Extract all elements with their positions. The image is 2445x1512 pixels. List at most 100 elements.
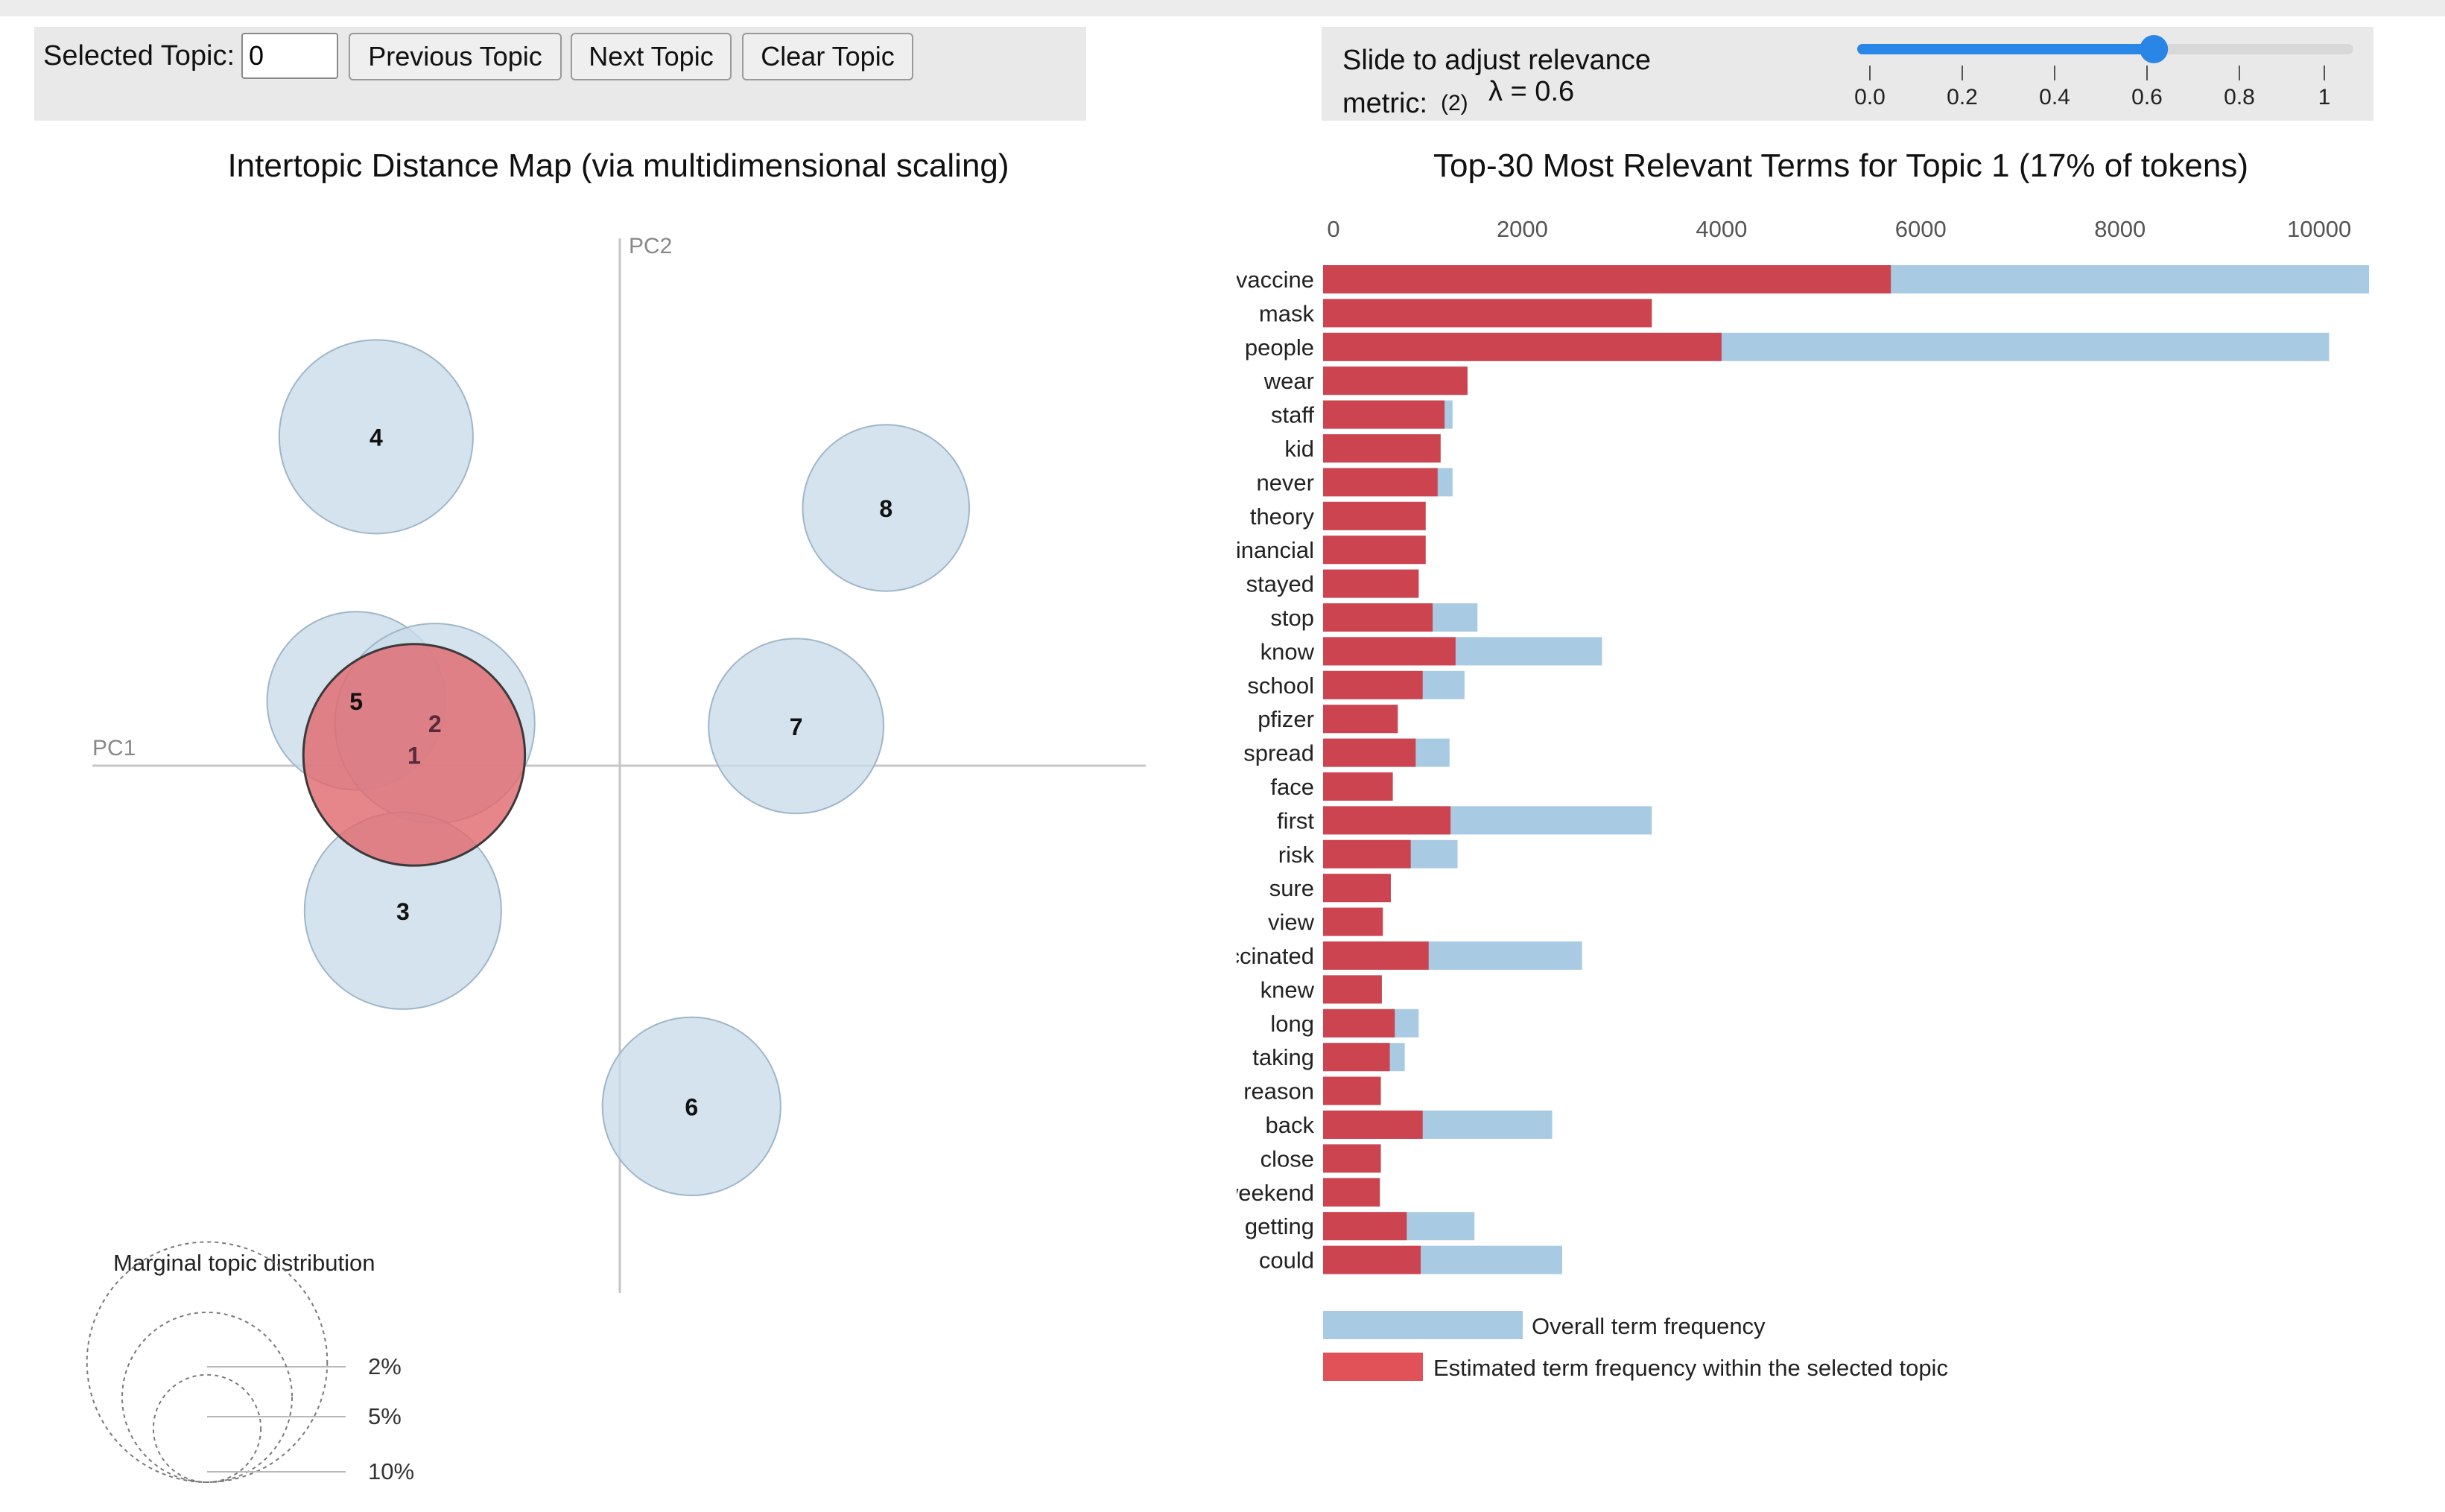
term-label: spread xyxy=(1243,740,1314,766)
bar-topic-wear xyxy=(1323,366,1468,396)
topic-label-4: 4 xyxy=(370,424,383,451)
term-label: pfizer xyxy=(1258,706,1314,732)
term-label: know xyxy=(1260,638,1315,664)
slider-footnote: (2) xyxy=(1441,91,1468,115)
bar-topic-long xyxy=(1323,1008,1395,1038)
selected-topic-input[interactable] xyxy=(241,33,338,79)
marginal-distribution-legend: Marginal topic distribution 2% 5% 10% xyxy=(86,1241,414,1484)
bar-topic-weekend xyxy=(1323,1178,1380,1207)
legend-level-label: 2% xyxy=(368,1353,402,1379)
term-label: could xyxy=(1259,1248,1314,1274)
term-label: knew xyxy=(1260,976,1315,1003)
term-label: long xyxy=(1270,1011,1314,1037)
x-tick-label: 6000 xyxy=(1895,216,1947,242)
slider-thumb[interactable] xyxy=(2140,35,2169,63)
slider-tick-label: 0.6 xyxy=(2131,85,2163,109)
bar-topic-could xyxy=(1323,1245,1421,1274)
term-label: close xyxy=(1260,1146,1314,1172)
topic-label-2: 2 xyxy=(428,711,442,737)
bar-topic-stayed xyxy=(1323,569,1419,598)
bar-topic-spread xyxy=(1323,738,1416,767)
relevance-slider[interactable]: 0.0 0.2 0.4 0.6 0.8 1 xyxy=(1322,27,2373,121)
bar-topic-pfizer xyxy=(1323,705,1398,734)
bar-topic-knew xyxy=(1323,975,1382,1004)
pc2-axis-label: PC2 xyxy=(629,234,672,258)
bar-topic-face xyxy=(1323,772,1393,801)
term-label: staff xyxy=(1271,402,1314,428)
bar-topic-kid xyxy=(1323,434,1441,463)
clear-topic-button[interactable]: Clear Topic xyxy=(742,33,913,80)
term-label: kid xyxy=(1284,436,1314,462)
bar-topic-close xyxy=(1323,1144,1381,1173)
selected-topic-label: Selected Topic: xyxy=(43,40,235,72)
x-tick-label: 0 xyxy=(1327,216,1339,242)
slider-ticks: 0.0 0.2 0.4 0.6 0.8 1 xyxy=(1854,66,2330,109)
term-label: face xyxy=(1270,774,1314,800)
bar-topic-theory xyxy=(1323,501,1426,530)
topic-circle-4[interactable] xyxy=(278,339,474,535)
bar-topic-getting xyxy=(1323,1212,1407,1241)
x-tick-label: 2000 xyxy=(1497,216,1548,242)
term-label: stop xyxy=(1270,605,1314,631)
term-label: reason xyxy=(1243,1079,1314,1105)
term-label: sure xyxy=(1269,875,1314,901)
topic-label-1: 1 xyxy=(408,742,421,769)
bar-chart-title: Top-30 Most Relevant Terms for Topic 1 (… xyxy=(1433,147,2248,184)
legend-topic-swatch xyxy=(1323,1353,1423,1381)
topic-label-7: 7 xyxy=(790,714,803,740)
slider-metric-label: metric: xyxy=(1342,88,1427,119)
slider-tick-label: 0.0 xyxy=(1854,85,1886,109)
topic-label-5: 5 xyxy=(349,688,363,715)
term-label: stayed xyxy=(1246,571,1314,597)
topic-controls-panel: Selected Topic: Previous Topic Next Topi… xyxy=(34,27,1086,121)
legend-level-label: 10% xyxy=(368,1458,414,1484)
bar-topic-taking xyxy=(1323,1043,1390,1072)
legend-circle-5% xyxy=(121,1311,294,1484)
bar-topic-view xyxy=(1323,907,1383,936)
legend-circle-2% xyxy=(152,1373,262,1484)
bar-legend: Overall term frequency Estimated term fr… xyxy=(1323,1311,1948,1381)
term-label: never xyxy=(1256,469,1314,495)
term-label: vaccinated xyxy=(1237,943,1314,969)
topic-label-8: 8 xyxy=(879,495,892,522)
term-label: school xyxy=(1247,673,1314,699)
term-label: view xyxy=(1268,909,1315,936)
topic-circle-7[interactable] xyxy=(708,638,885,815)
topic-circle-6[interactable] xyxy=(601,1016,781,1196)
topic-label-3: 3 xyxy=(396,898,410,925)
topic-circle-8[interactable] xyxy=(802,424,971,592)
term-label: taking xyxy=(1252,1044,1314,1070)
term-label: weekend xyxy=(1237,1180,1314,1206)
bar-topic-vaccinated xyxy=(1323,941,1429,970)
legend-topic-label: Estimated term frequency within the sele… xyxy=(1433,1355,1948,1381)
legend-level-label: 5% xyxy=(368,1403,402,1429)
topic-map-title: Intertopic Distance Map (via multidimens… xyxy=(227,147,1009,184)
next-topic-button[interactable]: Next Topic xyxy=(571,33,732,80)
bar-topic-risk xyxy=(1323,839,1411,868)
bar-topic-school xyxy=(1323,670,1423,699)
term-label: risk xyxy=(1278,842,1315,868)
bar-topic-vaccine xyxy=(1323,265,1891,293)
term-label: wear xyxy=(1263,368,1314,394)
relevant-terms-bar-chart: 0 2000 4000 6000 8000 10000 vaccine mask people… xyxy=(1237,216,2369,1381)
previous-topic-button[interactable]: Previous Topic xyxy=(349,33,562,80)
topic-label-6: 6 xyxy=(685,1093,698,1120)
legend-overall-swatch xyxy=(1323,1311,1523,1339)
term-bars: vaccine mask people wear staff kid never theory… xyxy=(1237,265,2369,1274)
intertopic-distance-map: PC1 PC2 4 8 5 21 7 3 6 Marginal topic distribu… xyxy=(86,234,1146,1484)
bar-topic-staff xyxy=(1323,400,1445,429)
slider-tick-label: 0.8 xyxy=(2224,85,2255,109)
bar-topic-first xyxy=(1323,806,1451,835)
window-top-strip xyxy=(0,0,2445,16)
bar-topic-never xyxy=(1323,468,1438,497)
slider-tick-label: 0.4 xyxy=(2039,85,2070,109)
topic-circle-1[interactable] xyxy=(302,643,527,867)
topic-circles[interactable] xyxy=(266,339,971,1196)
term-label: theory xyxy=(1250,504,1315,530)
relevance-slider-panel: Slide to adjust relevance metric: (2) λ … xyxy=(1322,27,2373,121)
topic-labels: 4 8 5 21 7 3 6 xyxy=(349,424,892,1120)
slider-label: Slide to adjust relevance xyxy=(1342,45,1652,76)
term-label: people xyxy=(1245,334,1314,360)
bar-topic-back xyxy=(1323,1111,1423,1139)
legend-overall-label: Overall term frequency xyxy=(1532,1313,1766,1339)
